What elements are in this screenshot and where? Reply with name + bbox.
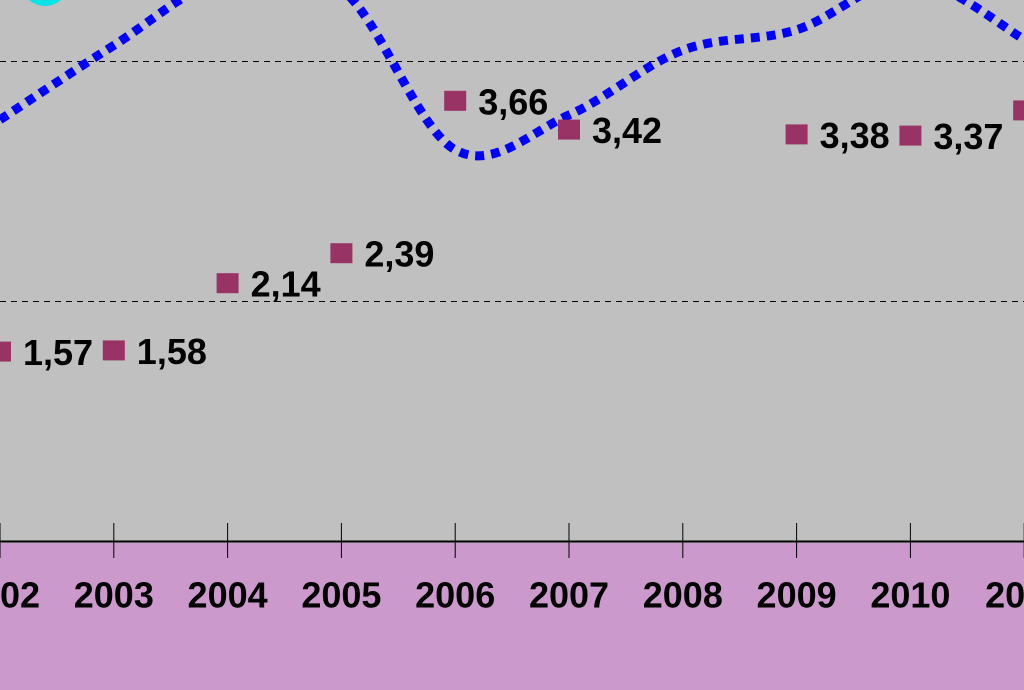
plot: 2002 2003 2004 2005 2006 2007 2008 2009 2010 2011… [0,0,1024,616]
x-tick-label: 2009 [757,575,837,616]
marker [444,90,467,111]
marker [558,119,580,140]
data-label: 2,39 [364,234,434,275]
marker [899,125,922,146]
data-label: 2,14 [251,264,321,305]
marker [216,273,239,294]
marker [102,340,125,361]
marker [0,341,11,362]
plot-area [0,0,1024,542]
marker [1013,100,1024,121]
x-tick-label: 2002 [0,575,40,616]
data-label: 3,37 [933,116,1003,157]
marker [785,124,808,145]
series-line [0,0,1024,161]
data-label: 3,42 [592,110,662,151]
x-tick-label: 2004 [188,575,268,616]
x-tick-label: 2008 [643,575,723,616]
data-label: 3,38 [820,115,890,156]
x-tick-label: 2003 [74,575,154,616]
axis-band [0,543,1024,690]
x-tick-label: 2005 [301,575,381,616]
x-tick-label: 2006 [415,575,495,616]
data-label: 1,57 [23,332,93,373]
marker [330,243,353,264]
x-tick-label: 2007 [529,575,609,616]
data-label: 1,58 [137,331,207,372]
x-tick-label: 2011 [985,575,1024,616]
x-tick-label: 2010 [870,575,950,616]
partial-marker [29,0,61,6]
data-label: 3,66 [478,81,548,122]
